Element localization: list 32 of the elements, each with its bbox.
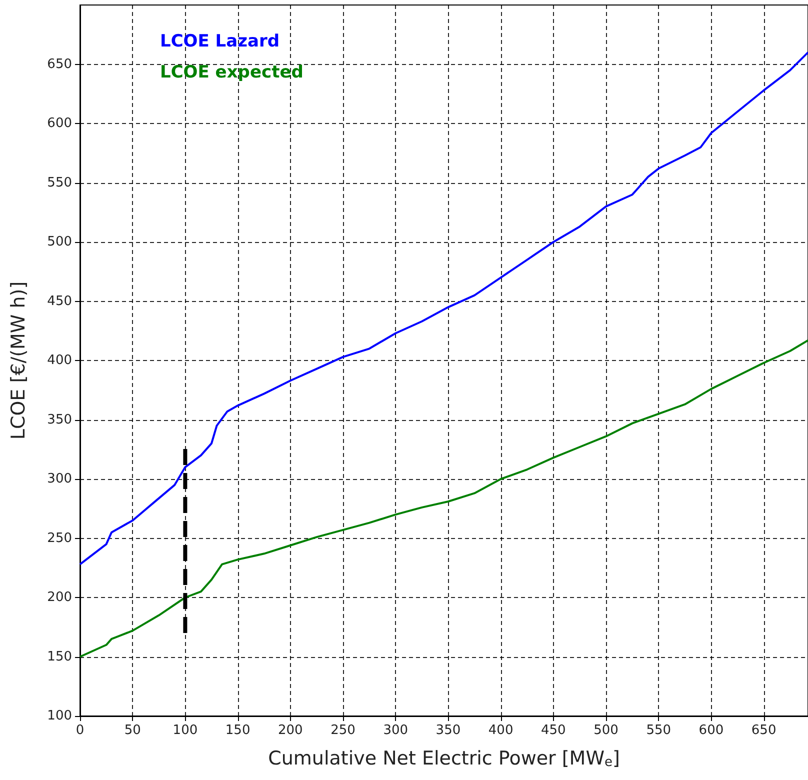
line-series	[79, 339, 808, 658]
x-tick-label: 650	[751, 723, 776, 738]
x-tick-label: 500	[594, 723, 618, 738]
x-tick-label: 400	[488, 723, 514, 738]
x-tick-label: 600	[698, 723, 724, 738]
y-tick-label: 600	[47, 116, 72, 131]
y-tick-label: 150	[47, 649, 72, 664]
x-tick-label: 350	[436, 723, 461, 738]
text: LCOE Lazard	[160, 32, 280, 52]
y-tick-label: 250	[47, 530, 72, 546]
y-tick-label: 350	[47, 412, 72, 428]
y-tick-label: 450	[47, 294, 72, 309]
x-tick-label: 150	[225, 723, 250, 738]
y-tick-label: 400	[47, 353, 72, 368]
y-tick-label: 500	[47, 234, 72, 250]
x-axis-title: Cumulative Net Electric Power [MWe]	[268, 748, 620, 770]
x-tick-label: 100	[172, 723, 198, 738]
y-tick-label: 550	[47, 175, 72, 190]
x-tick-label: 450	[540, 723, 566, 738]
y-tick-label: 100	[47, 708, 72, 724]
y-tick-label: 300	[47, 472, 72, 486]
x-tick-label: 0	[76, 723, 84, 738]
x-tick-label: 50	[124, 723, 141, 738]
x-tick-label: 550	[646, 723, 672, 738]
y-tick-label: 650	[47, 56, 72, 72]
y-tick-label: 200	[47, 590, 72, 605]
line-series	[79, 51, 808, 566]
x-tick-label: 250	[330, 723, 356, 738]
x-tick-label: 300	[383, 723, 408, 738]
y-axis-title: LCOE [€/(MW h)]	[8, 281, 30, 440]
x-tick-label: 200	[278, 723, 303, 738]
text: LCOE expected	[160, 62, 304, 82]
